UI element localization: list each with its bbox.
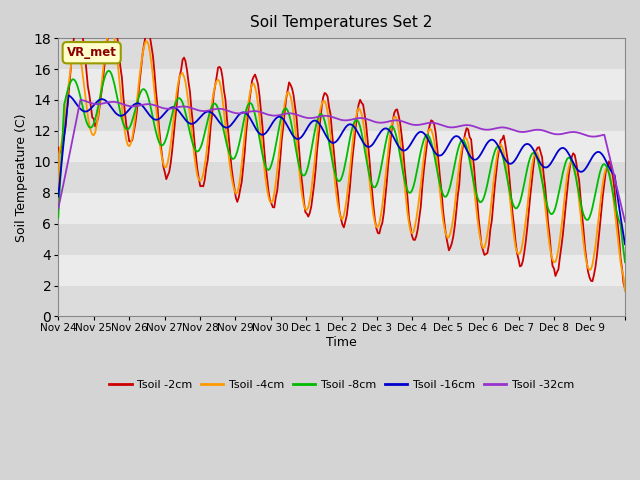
- Bar: [58, 254, 625, 286]
- Bar: [58, 131, 625, 162]
- Bar: [58, 38, 625, 69]
- Bar: [58, 69, 625, 100]
- X-axis label: Time: Time: [326, 336, 357, 349]
- Title: Soil Temperatures Set 2: Soil Temperatures Set 2: [250, 15, 433, 30]
- Bar: [58, 286, 625, 316]
- Legend: Tsoil -2cm, Tsoil -4cm, Tsoil -8cm, Tsoil -16cm, Tsoil -32cm: Tsoil -2cm, Tsoil -4cm, Tsoil -8cm, Tsoi…: [105, 375, 579, 395]
- Bar: [58, 193, 625, 224]
- Bar: [58, 162, 625, 193]
- Y-axis label: Soil Temperature (C): Soil Temperature (C): [15, 113, 28, 241]
- Bar: [58, 224, 625, 254]
- Text: VR_met: VR_met: [67, 46, 116, 59]
- Bar: [58, 100, 625, 131]
